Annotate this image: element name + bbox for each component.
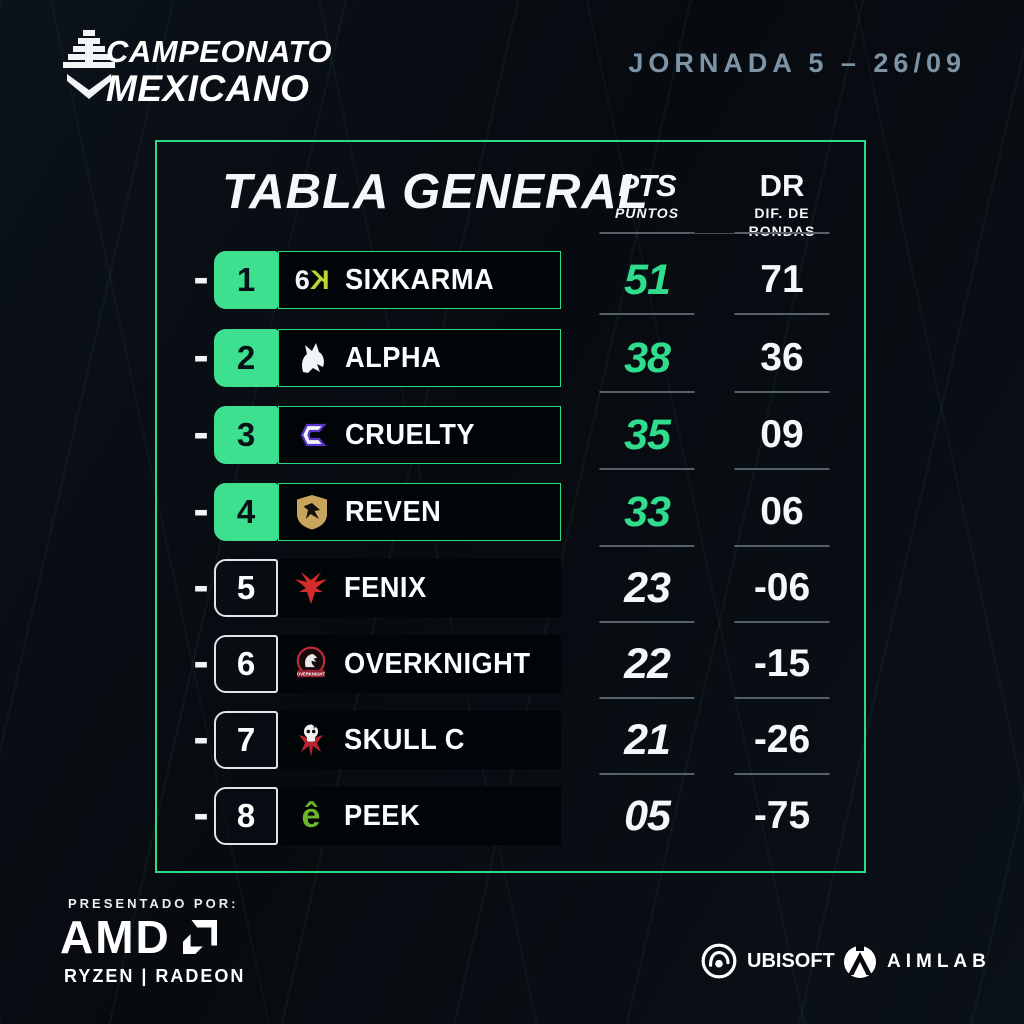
- table-frame: [155, 140, 866, 873]
- column-header-points: PTS PUNTOS: [597, 170, 697, 228]
- event-title-line1: CAMPEONATO: [106, 34, 333, 69]
- round-diff-value: 06: [733, 483, 831, 541]
- table-title: TABLA GENERAL: [222, 165, 649, 219]
- round-diff-value: -26: [733, 711, 831, 769]
- points-value: 22: [597, 635, 697, 693]
- aimlab-label: AIMLAB: [887, 951, 991, 972]
- team-cell: SKULL C: [278, 711, 561, 769]
- column-header-round-diff: DR DIF. DE RONDAS: [732, 168, 832, 239]
- rank-badge: 1: [214, 251, 278, 309]
- points-label: PUNTOS: [614, 205, 680, 221]
- ubisoft-label: UBISOFT: [747, 949, 835, 972]
- team-cell: ê PEEK: [278, 787, 561, 845]
- alpha-wolf-logo-icon: [292, 338, 332, 378]
- movement-indicator: -: [193, 329, 209, 381]
- round-diff-value: -06: [733, 559, 831, 617]
- table-row: - 2 ALPHA 38 36: [155, 329, 866, 387]
- peek-logo-icon: ê: [301, 797, 321, 835]
- points-value: 05: [624, 792, 671, 840]
- aimlab-logo: AIMLAB: [842, 944, 991, 980]
- round-diff-value: 71: [733, 251, 831, 309]
- movement-indicator: -: [193, 251, 209, 303]
- table-row: - 3 CRUELTY 35 09: [155, 406, 866, 464]
- presented-by-label: PRESENTADO POR:: [68, 896, 239, 911]
- team-name: REVEN: [345, 495, 442, 528]
- movement-indicator: -: [193, 483, 209, 535]
- rank-badge: 5: [214, 559, 278, 617]
- event-title: CAMPEONATO MEXICANO: [106, 36, 332, 107]
- team-cell: ALPHA: [278, 329, 561, 387]
- table-row: - 4 REVEN 33 06: [155, 483, 866, 541]
- team-cell: REVEN: [278, 483, 561, 541]
- movement-indicator: -: [193, 711, 209, 763]
- rank-badge: 3: [214, 406, 278, 464]
- team-name: PEEK: [344, 799, 421, 832]
- points-value: 23: [597, 559, 697, 617]
- points-abbr: PTS: [618, 168, 676, 203]
- amd-arrow-icon: [182, 920, 217, 954]
- round-diff-value: 36: [733, 329, 831, 387]
- movement-indicator: -: [193, 787, 209, 839]
- fenix-phoenix-logo-icon: [291, 568, 331, 608]
- team-cell: FENIX: [278, 559, 561, 617]
- amd-wordmark: AMD: [60, 911, 171, 963]
- points-value: 38: [597, 329, 697, 387]
- pyramid-icon: [63, 30, 115, 99]
- skull-c-logo-icon: [291, 720, 331, 760]
- team-name: ALPHA: [345, 341, 442, 374]
- svg-text:OVERKNIGHT: OVERKNIGHT: [297, 671, 326, 676]
- rank-badge: 8: [214, 787, 278, 845]
- round-diff-abbr: DR: [759, 168, 805, 203]
- rank-badge: 2: [214, 329, 278, 387]
- ubisoft-logo: UBISOFT: [700, 942, 835, 980]
- movement-indicator: -: [193, 559, 209, 611]
- rank-badge: 6: [214, 635, 278, 693]
- movement-indicator: -: [193, 635, 209, 687]
- round-diff-value: -15: [733, 635, 831, 693]
- table-row: - 5 FENIX 23 -06: [155, 559, 866, 617]
- team-name: OVERKNIGHT: [344, 647, 531, 680]
- points-value: 51: [597, 251, 697, 309]
- round-diff-label: DIF. DE RONDAS: [748, 205, 816, 239]
- ubisoft-swirl-icon: [701, 943, 737, 979]
- reven-shield-logo-icon: [292, 492, 332, 532]
- matchday-date: JORNADA 5 – 26/09: [628, 48, 966, 78]
- team-cell: OVERKNIGHT OVERKNIGHT: [278, 635, 561, 693]
- points-value: 21: [597, 711, 697, 769]
- overknight-logo-icon: OVERKNIGHT: [291, 644, 331, 684]
- event-title-line2: MEXICANO: [106, 68, 310, 109]
- amd-logo: AMD: [60, 914, 217, 960]
- ryzen-radeon-label: RYZEN | RADEON: [64, 966, 246, 986]
- table-row: - 8 ê PEEK 05 -75: [155, 787, 866, 845]
- team-name: SIXKARMA: [345, 263, 495, 296]
- team-cell: CRUELTY: [278, 406, 561, 464]
- movement-indicator: -: [193, 406, 209, 458]
- table-row: - 7 SKULL C 21 -26: [155, 711, 866, 769]
- cruelty-logo-icon: [292, 415, 332, 455]
- points-value: 33: [597, 483, 697, 541]
- header-divider-line: [688, 233, 736, 234]
- team-name: CRUELTY: [345, 418, 475, 451]
- round-diff-value: -75: [753, 794, 811, 837]
- team-name: SKULL C: [344, 723, 465, 756]
- round-diff-value: 09: [733, 406, 831, 464]
- points-value: 35: [597, 406, 697, 464]
- rank-badge: 7: [214, 711, 278, 769]
- rank-badge: 4: [214, 483, 278, 541]
- team-name: FENIX: [344, 571, 427, 604]
- table-row: - 6 OVERKNIGHT OVERKNIGHT 22 -15: [155, 635, 866, 693]
- aimlab-target-icon: [844, 944, 876, 978]
